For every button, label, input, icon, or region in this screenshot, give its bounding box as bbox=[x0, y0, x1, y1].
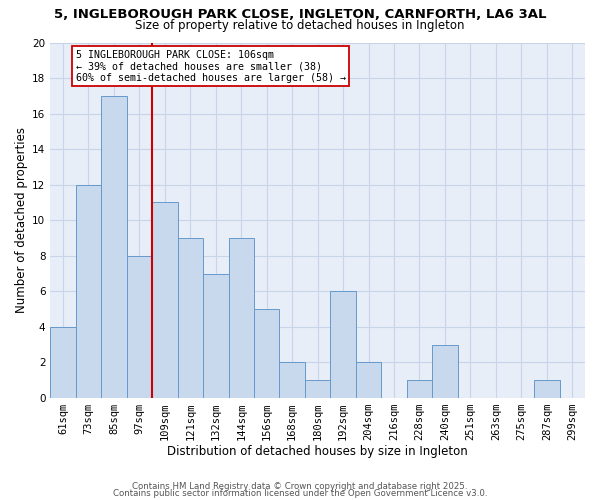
Text: 5, INGLEBOROUGH PARK CLOSE, INGLETON, CARNFORTH, LA6 3AL: 5, INGLEBOROUGH PARK CLOSE, INGLETON, CA… bbox=[54, 8, 546, 20]
Bar bbox=[127, 256, 152, 398]
Bar bbox=[331, 292, 356, 398]
Bar bbox=[305, 380, 331, 398]
Bar bbox=[356, 362, 381, 398]
Bar bbox=[229, 238, 254, 398]
Text: Contains HM Land Registry data © Crown copyright and database right 2025.: Contains HM Land Registry data © Crown c… bbox=[132, 482, 468, 491]
Text: Contains public sector information licensed under the Open Government Licence v3: Contains public sector information licen… bbox=[113, 489, 487, 498]
Bar bbox=[407, 380, 432, 398]
Bar bbox=[50, 327, 76, 398]
Bar bbox=[152, 202, 178, 398]
Text: Size of property relative to detached houses in Ingleton: Size of property relative to detached ho… bbox=[135, 18, 465, 32]
Bar bbox=[178, 238, 203, 398]
Bar bbox=[280, 362, 305, 398]
Bar bbox=[534, 380, 560, 398]
Bar bbox=[101, 96, 127, 398]
Y-axis label: Number of detached properties: Number of detached properties bbox=[15, 127, 28, 313]
Bar bbox=[203, 274, 229, 398]
Text: 5 INGLEBOROUGH PARK CLOSE: 106sqm
← 39% of detached houses are smaller (38)
60% : 5 INGLEBOROUGH PARK CLOSE: 106sqm ← 39% … bbox=[76, 50, 346, 83]
Bar bbox=[76, 184, 101, 398]
Bar bbox=[432, 344, 458, 398]
Bar bbox=[254, 309, 280, 398]
X-axis label: Distribution of detached houses by size in Ingleton: Distribution of detached houses by size … bbox=[167, 444, 468, 458]
